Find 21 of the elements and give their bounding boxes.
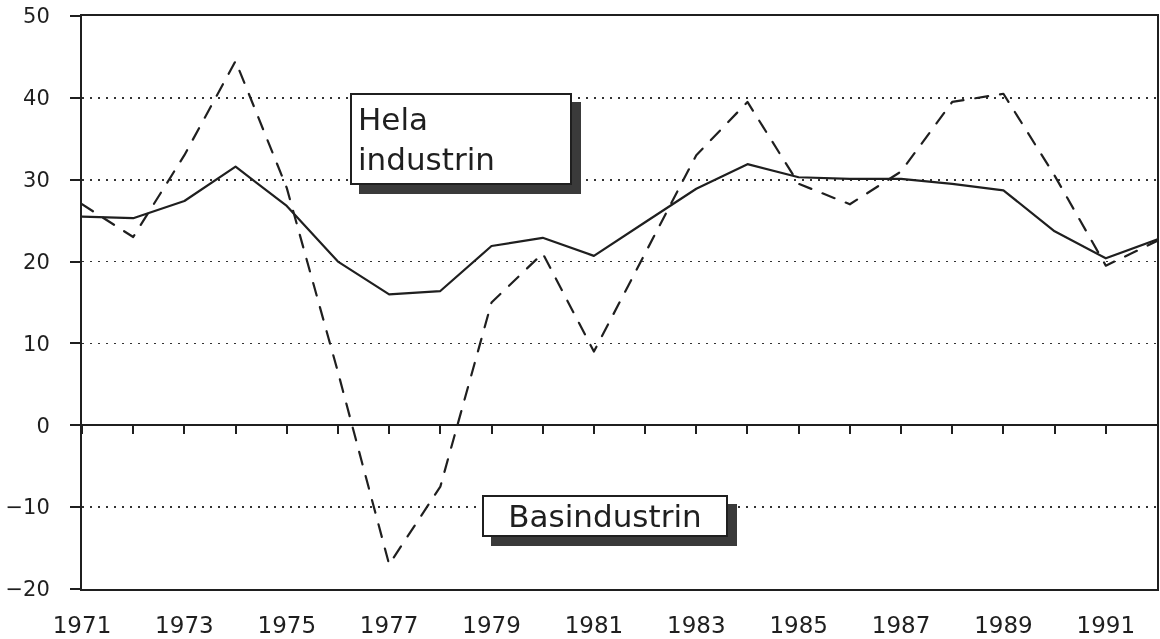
- x-tick-label: 1979: [462, 611, 521, 638]
- y-tick-label: −20: [5, 577, 50, 602]
- text: Hela industrin: [358, 101, 495, 178]
- y-tick-label: 10: [23, 331, 50, 356]
- y-tick-label: 20: [23, 249, 50, 274]
- x-tick-label: 1973: [155, 611, 214, 638]
- y-tick-label: 0: [36, 413, 50, 438]
- x-tick-label: 1975: [257, 611, 317, 638]
- x-tick-label: 1971: [52, 611, 112, 638]
- text: Basindustrin: [508, 498, 702, 534]
- x-tick-label: 1989: [974, 611, 1033, 638]
- x-tick-label: 1987: [871, 611, 931, 638]
- y-tick-label: 30: [23, 168, 50, 193]
- x-tick-label: 1991: [1076, 611, 1136, 638]
- x-tick-label: 1977: [359, 611, 419, 638]
- y-tick-label: 40: [23, 86, 50, 111]
- y-tick-label: 50: [23, 4, 50, 29]
- x-tick-label: 1983: [667, 611, 726, 638]
- y-tick-label: −10: [5, 495, 50, 520]
- x-tick-label: 1981: [564, 611, 624, 638]
- x-tick-label: 1985: [769, 611, 828, 638]
